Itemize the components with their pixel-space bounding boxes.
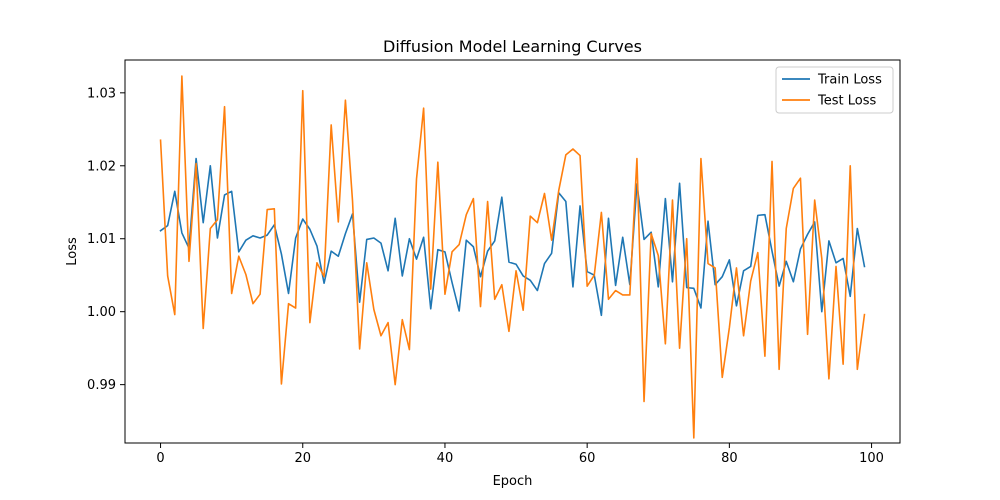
y-tick-label: 1.00 [87, 305, 116, 320]
y-tick-label: 1.02 [87, 159, 116, 174]
series-layer [159, 75, 866, 439]
x-tick-label: 40 [437, 451, 454, 466]
legend-label: Train Loss [817, 73, 882, 88]
x-tick-label: 20 [294, 451, 311, 466]
y-tick-label: 1.03 [87, 86, 116, 101]
x-tick-label: 100 [859, 451, 884, 466]
series-line-test-loss [159, 75, 866, 439]
x-tick-label: 60 [579, 451, 596, 466]
x-axis: 0 20 40 60 80 100 [156, 443, 884, 466]
x-tick-label: 0 [156, 451, 164, 466]
x-tick-label: 80 [721, 451, 738, 466]
legend-label: Test Loss [817, 94, 876, 109]
plot-area-frame [124, 59, 901, 444]
x-axis-label: Epoch [493, 474, 533, 489]
y-tick-label: 1.01 [87, 232, 116, 247]
y-axis: 0.99 1.00 1.01 1.02 1.03 [87, 86, 125, 393]
legend: Train Loss Test Loss [775, 66, 894, 114]
chart-title: Diffusion Model Learning Curves [383, 37, 642, 56]
y-tick-label: 0.99 [87, 378, 116, 393]
series-line-train-loss [159, 157, 866, 317]
y-axis-label: Loss [65, 237, 80, 266]
